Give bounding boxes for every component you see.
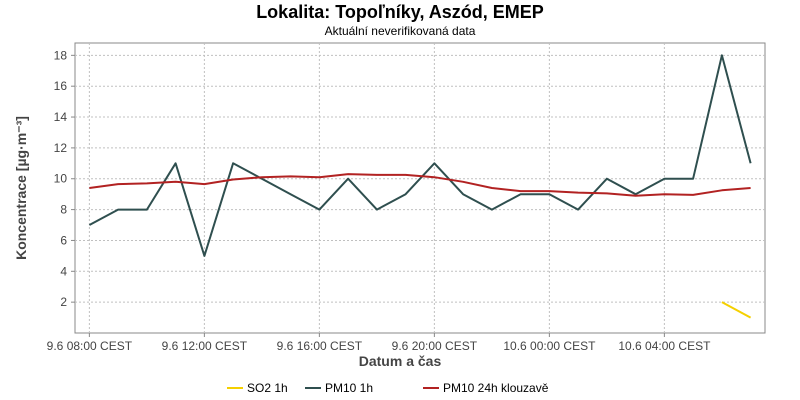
x-tick-label: 10.6 00:00 CEST [503, 339, 596, 353]
series-line-pm10-1h [88, 54, 752, 257]
y-tick-label: 4 [60, 264, 67, 278]
legend-label: PM10 1h [325, 381, 373, 395]
y-axis-label: Koncentrace [µg·m⁻³] [13, 116, 29, 260]
legend-label: SO2 1h [247, 381, 288, 395]
legend: SO2 1h PM10 1h PM10 24h klouzavě [227, 381, 549, 395]
series-line-so2-1h [721, 301, 752, 319]
y-tick-label: 8 [60, 203, 67, 217]
y-tick-label: 16 [54, 79, 68, 93]
chart-title: Lokalita: Topoľníky, Aszód, EMEP [256, 2, 544, 22]
x-tick-label: 9.6 08:00 CEST [47, 339, 133, 353]
legend-label: PM10 24h klouzavě [443, 381, 549, 395]
chart-subtitle: Aktuální neverifikovaná data [325, 24, 476, 38]
x-tick-label: 9.6 16:00 CEST [277, 339, 363, 353]
axis-ticks: 2 4 6 8 10 12 14 16 18 9.6 08:00 CEST 9.6 12:00 CE… [47, 48, 711, 353]
legend-item: SO2 1h [227, 381, 288, 395]
series-layer [88, 54, 752, 319]
x-tick-label: 10.6 04:00 CEST [618, 339, 711, 353]
x-tick-label: 9.6 12:00 CEST [162, 339, 248, 353]
y-tick-label: 18 [54, 48, 68, 62]
x-axis-label: Datum a čas [359, 353, 442, 369]
grid [75, 43, 765, 333]
legend-item: PM10 24h klouzavě [423, 381, 549, 395]
y-tick-label: 2 [60, 295, 67, 309]
plot-area [74, 42, 766, 334]
y-tick-label: 6 [60, 233, 67, 247]
y-tick-label: 14 [54, 110, 68, 124]
legend-item: PM10 1h [305, 381, 373, 395]
y-tick-label: 12 [54, 141, 68, 155]
y-tick-label: 10 [54, 172, 68, 186]
x-tick-label: 9.6 20:00 CEST [392, 339, 478, 353]
series-line-pm10-24h-klouzav [89, 173, 751, 197]
